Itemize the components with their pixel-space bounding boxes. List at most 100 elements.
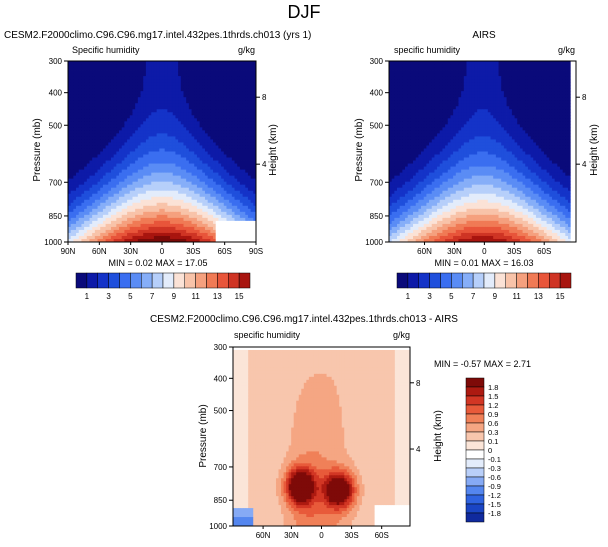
contour-cell — [100, 220, 104, 225]
contour-cell — [135, 196, 139, 201]
contour-cell — [242, 94, 246, 98]
contour-cell — [162, 67, 166, 71]
contour-cell — [253, 130, 257, 134]
contour-cell — [186, 142, 190, 146]
contour-cell — [215, 115, 219, 119]
contour-cell — [245, 232, 249, 237]
contour-cell — [132, 85, 136, 89]
contour-cell — [100, 157, 104, 161]
contour-cell — [143, 157, 147, 161]
contour-cell — [129, 220, 133, 225]
contour-cell — [188, 157, 192, 161]
contour-cell — [124, 118, 128, 122]
contour-cell — [188, 205, 192, 210]
contour-cell — [108, 73, 112, 77]
contour-cell — [239, 229, 243, 234]
contour-cell — [89, 130, 93, 134]
contour-cell — [73, 73, 77, 77]
contour-cell — [86, 184, 90, 189]
contour-cell — [202, 214, 206, 219]
contour-cell — [234, 127, 238, 131]
contour-cell — [210, 172, 214, 177]
contour-cell — [73, 226, 77, 231]
contour-cell — [239, 157, 243, 161]
contour-cell — [127, 100, 131, 104]
contour-cell — [140, 169, 144, 174]
contour-cell — [124, 202, 128, 207]
contour-cell — [170, 76, 174, 80]
contour-cell — [84, 100, 88, 104]
contour-cell — [102, 178, 106, 183]
contour-cell — [234, 94, 238, 98]
contour-cell — [73, 175, 77, 180]
contour-cell — [108, 235, 112, 240]
contour-cell — [196, 154, 200, 158]
contour-cell — [73, 178, 77, 183]
contour-cell — [389, 70, 393, 74]
contour-cell — [170, 175, 174, 180]
contour-cell — [186, 154, 190, 158]
contour-cell — [501, 61, 505, 65]
contour-cell — [119, 160, 123, 164]
contour-cell — [458, 73, 462, 77]
contour-cell — [245, 64, 249, 68]
contour-cell — [68, 82, 72, 86]
contour-cell — [183, 181, 187, 186]
contour-cell — [94, 157, 98, 161]
contour-cell — [70, 229, 74, 234]
contour-cell — [68, 172, 72, 177]
contour-cell — [78, 238, 82, 243]
contour-cell — [151, 208, 155, 213]
contour-cell — [100, 88, 104, 92]
contour-cell — [170, 127, 174, 131]
contour-cell — [196, 124, 200, 128]
contour-cell — [108, 103, 112, 107]
contour-cell — [162, 64, 166, 68]
contour-cell — [94, 121, 98, 125]
contour-cell — [204, 109, 209, 113]
contour-cell — [172, 115, 176, 119]
contour-cell — [167, 127, 171, 131]
contour-cell — [145, 208, 149, 213]
contour-cell — [221, 145, 225, 149]
contour-cell — [94, 109, 98, 113]
contour-cell — [135, 109, 139, 113]
contour-cell — [167, 145, 171, 149]
contour-cell — [119, 190, 123, 195]
contour-cell — [186, 214, 190, 219]
contour-cell — [196, 97, 200, 101]
contour-cell — [119, 220, 123, 225]
contour-cell — [191, 64, 195, 68]
contour-cell — [202, 124, 206, 128]
contour-cell — [97, 172, 101, 177]
contour-cell — [124, 235, 128, 240]
contour-cell — [210, 88, 214, 92]
contour-cell — [68, 211, 72, 216]
contour-cell — [213, 217, 217, 222]
contour-cell — [70, 151, 74, 155]
contour-cell — [135, 229, 139, 234]
contour-cell — [76, 157, 80, 161]
contour-cell — [533, 67, 537, 71]
contour-cell — [121, 106, 125, 110]
contour-cell — [237, 136, 241, 140]
contour-cell — [495, 91, 499, 95]
contour-cell — [546, 64, 550, 68]
contour-cell — [170, 91, 174, 95]
contour-cell — [73, 238, 77, 243]
contour-cell — [175, 181, 179, 186]
contour-cell — [94, 187, 98, 192]
contour-cell — [86, 163, 90, 167]
contour-cell — [215, 223, 219, 228]
contour-cell — [127, 148, 131, 152]
contour-cell — [70, 166, 74, 170]
contour-cell — [70, 214, 74, 219]
contour-cell — [498, 79, 502, 83]
contour-cell — [97, 88, 101, 92]
contour-cell — [153, 184, 158, 189]
contour-cell — [237, 193, 241, 198]
contour-cell — [156, 169, 160, 174]
contour-cell — [97, 109, 101, 113]
contour-cell — [199, 211, 203, 216]
